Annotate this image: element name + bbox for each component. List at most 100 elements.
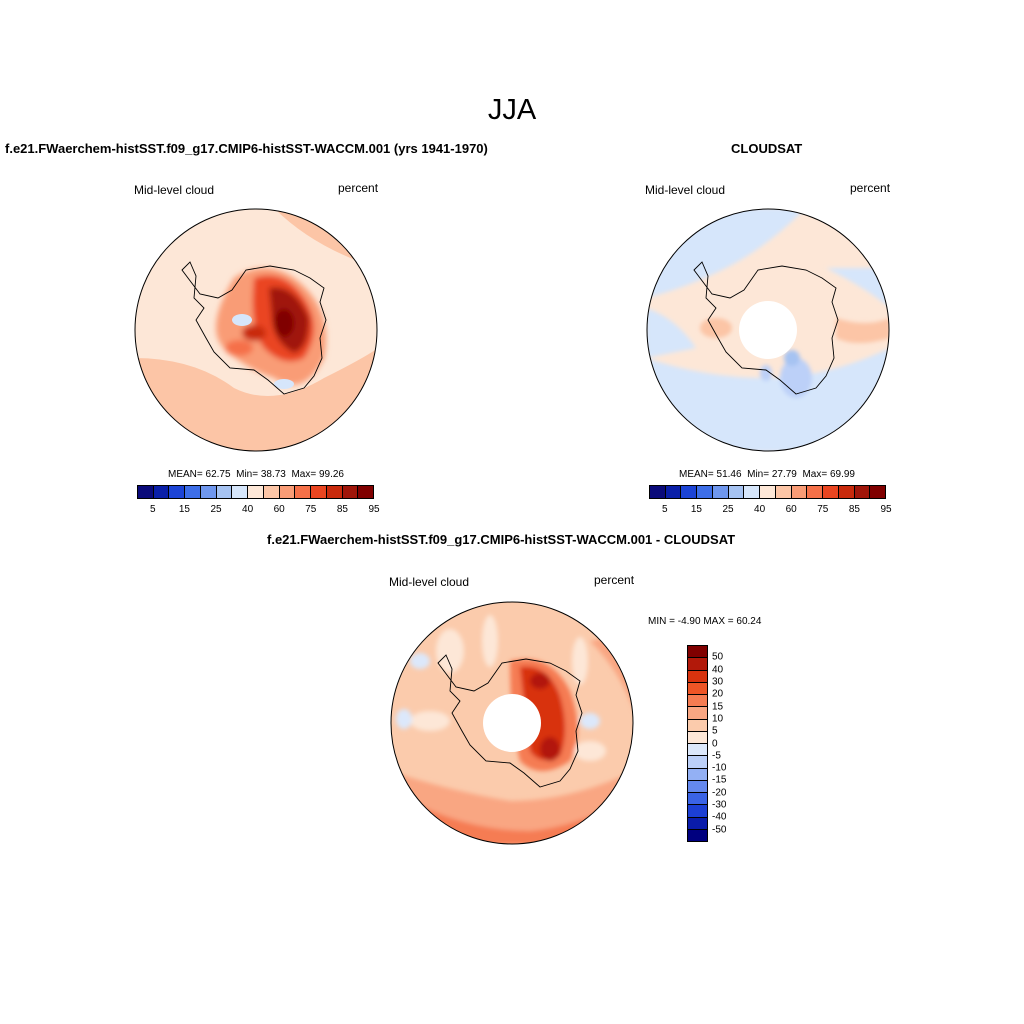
colorbar-tick-label: -20 — [712, 787, 727, 799]
colorbar-swatch — [263, 486, 280, 498]
colorbar-tick-label: -15 — [712, 774, 727, 786]
diff-max-label: MAX = — [703, 616, 734, 627]
colorbar-swatch — [688, 682, 707, 695]
colorbar-swatch — [681, 486, 698, 498]
colorbar-tick-label: 5 — [712, 725, 718, 737]
colorbar-swatch — [248, 486, 264, 498]
colorbar-tick-label: 60 — [273, 504, 285, 515]
diff-variable-label: Mid-level cloud — [389, 575, 470, 589]
colorbar-swatch — [688, 744, 707, 757]
obs-mean-label: MEAN= — [679, 469, 714, 480]
colorbar-swatch — [688, 658, 707, 671]
model-colorbar — [137, 485, 374, 499]
obs-polar-map — [646, 208, 890, 452]
model-panel-title: f.e21.FWaerchem-histSST.f09_g17.CMIP6-hi… — [5, 141, 488, 156]
obs-min-label: Min= — [747, 469, 770, 480]
colorbar-swatch — [760, 486, 776, 498]
colorbar-swatch — [295, 486, 312, 498]
obs-panel-title: CLOUDSAT — [731, 141, 803, 156]
model-mean-value: 62.75 — [205, 469, 231, 480]
colorbar-tick-label: 25 — [210, 504, 222, 515]
model-max-label: Max= — [291, 469, 317, 480]
colorbar-tick-label: 5 — [662, 504, 668, 515]
colorbar-swatch — [870, 486, 886, 498]
colorbar-tick-label: 15 — [690, 504, 702, 515]
colorbar-swatch — [216, 486, 233, 498]
colorbar-tick-label: 25 — [722, 504, 734, 515]
obs-variable-label: Mid-level cloud — [645, 183, 726, 197]
colorbar-tick-label: -50 — [712, 824, 727, 836]
colorbar-tick-label: 40 — [242, 504, 254, 515]
colorbar-swatch — [688, 805, 707, 818]
colorbar-swatch — [688, 719, 707, 732]
colorbar-swatch — [744, 486, 761, 498]
diff-min-value: -4.90 — [677, 616, 701, 627]
colorbar-tick-label: -5 — [712, 750, 721, 762]
colorbar-tick-label: -40 — [712, 811, 727, 823]
colorbar-swatch — [279, 486, 296, 498]
colorbar-swatch — [688, 829, 707, 841]
diff-min-label: MIN = — [648, 616, 675, 627]
colorbar-swatch — [688, 707, 707, 720]
obs-min-value: 27.79 — [771, 469, 797, 480]
colorbar-swatch — [688, 768, 707, 781]
colorbar-tick-label: 60 — [785, 504, 797, 515]
main-title: JJA — [487, 94, 537, 126]
colorbar-swatch — [712, 486, 729, 498]
model-max-value: 99.26 — [318, 469, 344, 480]
diff-max-value: 60.24 — [736, 616, 762, 627]
colorbar-tick-label: -10 — [712, 762, 727, 774]
obs-max-label: Max= — [802, 469, 828, 480]
colorbar-swatch — [807, 486, 824, 498]
diff-colorbar — [687, 645, 708, 842]
colorbar-swatch — [665, 486, 682, 498]
colorbar-tick-label: 15 — [178, 504, 190, 515]
diff-panel-title: f.e21.FWaerchem-histSST.f09_g17.CMIP6-hi… — [267, 532, 736, 547]
colorbar-tick-label: 85 — [336, 504, 348, 515]
colorbar-swatch — [688, 695, 707, 708]
colorbar-tick-label: 75 — [305, 504, 317, 515]
colorbar-swatch — [688, 670, 707, 683]
colorbar-swatch — [688, 646, 707, 659]
colorbar-swatch — [688, 817, 707, 830]
model-min-value: 38.73 — [260, 469, 286, 480]
colorbar-swatch — [823, 486, 839, 498]
model-min-label: Min= — [236, 469, 259, 480]
colorbar-tick-label: 40 — [712, 664, 724, 676]
model-units-label: percent — [338, 181, 379, 195]
colorbar-swatch — [775, 486, 792, 498]
colorbar-tick-label: 10 — [712, 713, 724, 725]
colorbar-swatch — [791, 486, 808, 498]
colorbar-swatch — [200, 486, 217, 498]
colorbar-swatch — [326, 486, 343, 498]
colorbar-tick-label: 15 — [712, 701, 724, 713]
colorbar-swatch — [153, 486, 170, 498]
colorbar-tick-label: 95 — [880, 504, 892, 515]
colorbar-tick-label: 5 — [150, 504, 156, 515]
obs-mean-value: 51.46 — [716, 469, 742, 480]
colorbar-swatch — [311, 486, 327, 498]
colorbar-swatch — [185, 486, 201, 498]
colorbar-swatch — [138, 486, 154, 498]
colorbar-tick-label: 40 — [754, 504, 766, 515]
colorbar-tick-label: 20 — [712, 688, 724, 700]
colorbar-swatch — [688, 780, 707, 793]
colorbar-swatch — [358, 486, 374, 498]
colorbar-swatch — [650, 486, 666, 498]
obs-units-label: percent — [850, 181, 891, 195]
colorbar-swatch — [232, 486, 249, 498]
diff-units-label: percent — [594, 573, 635, 587]
obs-colorbar — [649, 485, 886, 499]
colorbar-tick-label: 50 — [712, 651, 724, 663]
colorbar-swatch — [688, 731, 707, 744]
colorbar-swatch — [854, 486, 871, 498]
colorbar-tick-label: 95 — [368, 504, 380, 515]
colorbar-tick-label: 85 — [848, 504, 860, 515]
colorbar-tick-label: 0 — [712, 738, 718, 749]
obs-max-value: 69.99 — [829, 469, 855, 480]
colorbar-swatch — [728, 486, 745, 498]
colorbar-tick-label: 75 — [817, 504, 829, 515]
colorbar-swatch — [342, 486, 359, 498]
colorbar-tick-label: 30 — [712, 676, 724, 688]
diff-polar-map — [390, 601, 634, 845]
